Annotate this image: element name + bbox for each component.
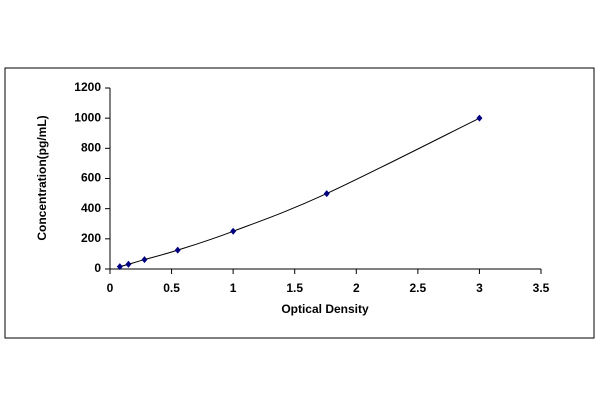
point — [230, 227, 237, 235]
point — [141, 256, 148, 264]
y-tick-label: 200 — [81, 231, 101, 245]
y-axis-label: Concentration(pg/mL) — [35, 115, 49, 240]
y-tick-label: 0 — [94, 261, 101, 275]
point — [476, 114, 483, 122]
x-tick-label: 3.5 — [533, 281, 550, 295]
y-tick-label: 400 — [81, 201, 101, 215]
chart-frame — [4, 67, 595, 339]
point — [174, 246, 181, 254]
y-tick-label: 1200 — [74, 80, 101, 94]
x-tick-label: 3 — [476, 281, 483, 295]
y-tick-label: 600 — [81, 171, 101, 185]
point — [116, 263, 123, 271]
point — [125, 260, 132, 268]
x-tick-label: 1.5 — [286, 281, 303, 295]
x-tick-label: 0.5 — [163, 281, 180, 295]
y-tick-label: 1000 — [74, 110, 101, 124]
x-axis-label: Optical Density — [281, 302, 369, 316]
x-tick-label: 2 — [353, 281, 360, 295]
x-tick-label: 2.5 — [410, 281, 427, 295]
x-tick-label: 1 — [230, 281, 237, 295]
y-tick-label: 800 — [81, 141, 101, 155]
curve — [119, 117, 480, 268]
x-tick-label: 0 — [107, 281, 114, 295]
point — [323, 190, 330, 198]
